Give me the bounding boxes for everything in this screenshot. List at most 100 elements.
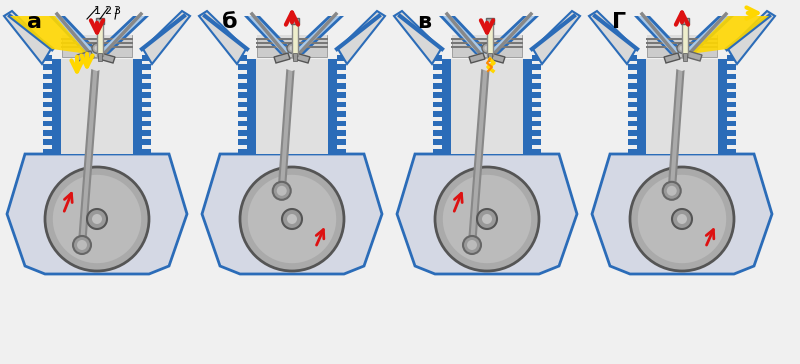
- Circle shape: [482, 43, 492, 53]
- Text: 2: 2: [105, 6, 111, 16]
- Bar: [238, 102, 247, 107]
- Circle shape: [679, 46, 685, 51]
- Polygon shape: [292, 16, 340, 54]
- Text: в: в: [417, 12, 431, 32]
- Circle shape: [290, 46, 294, 51]
- Circle shape: [630, 167, 734, 271]
- Circle shape: [92, 43, 102, 53]
- Bar: [487, 20, 493, 56]
- Bar: [433, 111, 442, 117]
- Circle shape: [482, 214, 492, 224]
- Polygon shape: [728, 11, 775, 64]
- Polygon shape: [248, 16, 292, 54]
- Bar: [451, 46, 523, 48]
- Text: б: б: [222, 12, 238, 32]
- Bar: [486, 18, 494, 24]
- Bar: [238, 74, 247, 79]
- Bar: [43, 139, 52, 145]
- Circle shape: [273, 182, 290, 200]
- Polygon shape: [638, 16, 682, 54]
- Bar: [238, 92, 247, 98]
- Bar: [97, 20, 103, 56]
- Circle shape: [467, 240, 477, 250]
- Bar: [532, 74, 541, 79]
- Bar: [628, 120, 637, 126]
- Polygon shape: [483, 16, 539, 54]
- Polygon shape: [202, 154, 382, 274]
- Bar: [433, 139, 442, 145]
- Bar: [628, 139, 637, 145]
- Polygon shape: [439, 16, 491, 54]
- Bar: [718, 59, 727, 154]
- Bar: [238, 111, 247, 117]
- Bar: [532, 120, 541, 126]
- Bar: [433, 83, 442, 89]
- Bar: [488, 53, 492, 61]
- Bar: [433, 149, 442, 154]
- Polygon shape: [294, 53, 310, 63]
- Bar: [337, 120, 346, 126]
- Bar: [257, 35, 327, 57]
- Bar: [681, 18, 689, 24]
- Bar: [523, 59, 532, 154]
- Bar: [337, 74, 346, 79]
- Bar: [98, 53, 102, 61]
- Bar: [337, 111, 346, 117]
- Bar: [256, 37, 328, 40]
- Bar: [96, 18, 104, 24]
- Circle shape: [77, 240, 87, 250]
- Bar: [433, 130, 442, 135]
- Polygon shape: [394, 11, 441, 64]
- Polygon shape: [99, 53, 115, 63]
- Bar: [337, 92, 346, 98]
- Polygon shape: [533, 11, 580, 64]
- Bar: [43, 92, 52, 98]
- Bar: [142, 102, 151, 107]
- Bar: [142, 139, 151, 145]
- Circle shape: [638, 175, 726, 263]
- Bar: [727, 149, 736, 154]
- Bar: [43, 83, 52, 89]
- Bar: [727, 92, 736, 98]
- Polygon shape: [10, 16, 88, 54]
- Bar: [292, 20, 298, 56]
- Bar: [727, 83, 736, 89]
- Bar: [727, 102, 736, 107]
- Bar: [628, 55, 637, 61]
- Bar: [142, 120, 151, 126]
- Circle shape: [287, 214, 297, 224]
- Bar: [628, 74, 637, 79]
- Circle shape: [662, 182, 681, 200]
- Polygon shape: [199, 11, 246, 64]
- Text: 3: 3: [114, 6, 121, 16]
- Bar: [337, 102, 346, 107]
- Bar: [628, 149, 637, 154]
- Circle shape: [677, 43, 687, 53]
- Bar: [256, 46, 328, 48]
- Bar: [433, 92, 442, 98]
- Polygon shape: [443, 16, 487, 54]
- Polygon shape: [143, 11, 190, 64]
- Circle shape: [94, 46, 99, 51]
- Bar: [452, 35, 522, 57]
- Bar: [238, 149, 247, 154]
- Bar: [62, 35, 132, 57]
- Bar: [61, 46, 133, 48]
- Polygon shape: [274, 53, 290, 63]
- Polygon shape: [256, 59, 328, 71]
- Bar: [628, 64, 637, 70]
- Circle shape: [248, 175, 336, 263]
- Bar: [293, 53, 297, 61]
- Bar: [133, 59, 142, 154]
- Circle shape: [485, 46, 490, 51]
- Bar: [646, 59, 718, 154]
- Polygon shape: [338, 11, 385, 64]
- Bar: [433, 55, 442, 61]
- Polygon shape: [592, 154, 772, 274]
- Circle shape: [73, 236, 91, 254]
- Text: а: а: [27, 12, 42, 32]
- Circle shape: [463, 236, 481, 254]
- Polygon shape: [487, 16, 535, 54]
- Bar: [61, 59, 133, 154]
- Polygon shape: [686, 51, 702, 61]
